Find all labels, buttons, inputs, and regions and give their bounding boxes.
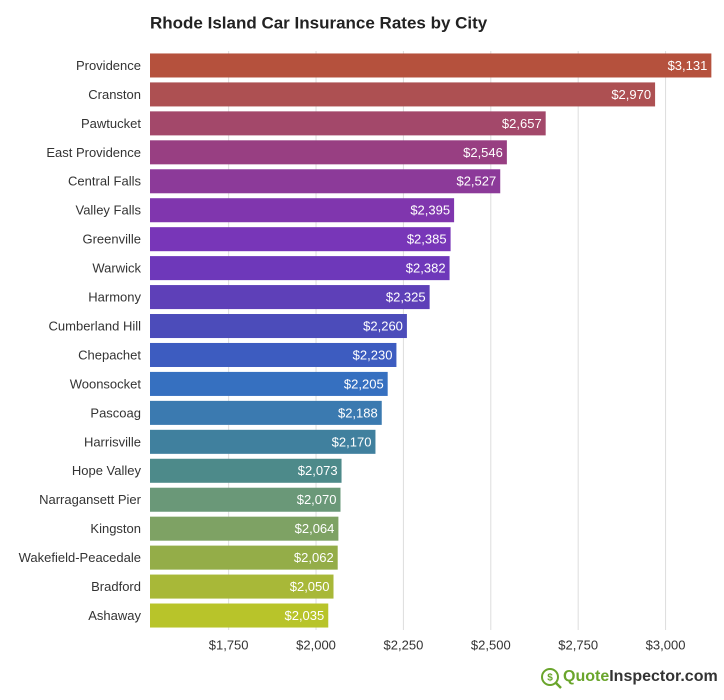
- bar: [150, 285, 430, 310]
- bar: [150, 458, 342, 483]
- y-tick-label: Greenville: [82, 232, 141, 247]
- y-tick-label: Valley Falls: [75, 203, 141, 218]
- x-tick-label: $1,750: [209, 637, 249, 652]
- y-tick-label: Providence: [76, 58, 141, 73]
- value-label: $2,205: [344, 376, 384, 391]
- value-label: $2,385: [407, 232, 447, 247]
- brand-part2: Inspector.com: [609, 668, 717, 685]
- x-tick-label: $2,250: [384, 637, 424, 652]
- y-tick-label: Woonsocket: [70, 376, 142, 391]
- y-tick-label: Hope Valley: [72, 463, 142, 478]
- y-tick-label: Wakefield-Peacedale: [19, 550, 141, 565]
- y-tick-label: Pascoag: [90, 405, 141, 420]
- value-label: $2,062: [294, 550, 334, 565]
- bar: [150, 169, 501, 194]
- bar: [150, 574, 334, 599]
- y-tick-label: Harrisville: [84, 434, 141, 449]
- bar: [150, 545, 338, 570]
- chart-title: Rhode Island Car Insurance Rates by City: [150, 13, 488, 32]
- value-label: $2,325: [386, 290, 426, 305]
- bar: [150, 53, 712, 78]
- y-tick-label: Harmony: [88, 290, 141, 305]
- bar: [150, 140, 507, 165]
- y-tick-label: East Providence: [46, 145, 141, 160]
- bar: [150, 487, 341, 512]
- value-label: $2,970: [611, 87, 651, 102]
- y-tick-label: Central Falls: [68, 174, 141, 189]
- bar: [150, 198, 455, 223]
- value-label: $2,073: [298, 463, 338, 478]
- brand-part1: Quote: [563, 668, 609, 685]
- bar: [150, 82, 656, 107]
- bar: [150, 371, 388, 396]
- bar: [150, 256, 450, 281]
- value-label: $2,395: [410, 203, 450, 218]
- logo-icon-text: $: [547, 673, 553, 684]
- brand-text: QuoteInspector.com: [563, 668, 718, 685]
- value-label: $2,064: [295, 521, 335, 536]
- value-label: $2,527: [456, 174, 496, 189]
- value-label: $2,050: [290, 579, 330, 594]
- x-tick-label: $2,750: [558, 637, 598, 652]
- value-label: $2,546: [463, 145, 503, 160]
- bar: [150, 400, 382, 425]
- bar: [150, 516, 339, 541]
- y-tick-label: Kingston: [90, 521, 141, 536]
- value-label: $2,230: [353, 347, 393, 362]
- y-tick-label: Warwick: [92, 261, 141, 276]
- value-label: $2,657: [502, 116, 542, 131]
- logo-icon: [541, 668, 559, 686]
- value-label: $2,070: [297, 492, 337, 507]
- value-label: $2,170: [332, 434, 372, 449]
- y-tick-label: Chepachet: [78, 347, 141, 362]
- bars: $3,131 Providence $2,970 Cranston $2,657 Pawt…: [19, 53, 712, 628]
- y-tick-label: Narragansett Pier: [39, 492, 142, 507]
- bar: [150, 314, 407, 339]
- value-label: $3,131: [668, 58, 708, 73]
- y-tick-label: Pawtucket: [81, 116, 141, 131]
- bar: [150, 603, 329, 628]
- value-label: $2,188: [338, 405, 378, 420]
- bar: [150, 342, 397, 367]
- y-tick-label: Cranston: [88, 87, 141, 102]
- bar: [150, 429, 376, 454]
- x-tick-label: $2,000: [296, 637, 336, 652]
- bar: [150, 111, 546, 136]
- value-label: $2,260: [363, 318, 403, 333]
- bar: [150, 227, 451, 252]
- y-tick-label: Cumberland Hill: [49, 318, 142, 333]
- x-tick-label: $2,500: [471, 637, 511, 652]
- logo-icon-handle: [555, 682, 562, 689]
- value-label: $2,035: [284, 608, 324, 623]
- y-tick-label: Bradford: [91, 579, 141, 594]
- y-tick-label: Ashaway: [88, 608, 141, 623]
- brand-logo: $ QuoteInspector.com: [541, 668, 718, 689]
- x-tick-label: $3,000: [646, 637, 686, 652]
- value-label: $2,382: [406, 261, 446, 276]
